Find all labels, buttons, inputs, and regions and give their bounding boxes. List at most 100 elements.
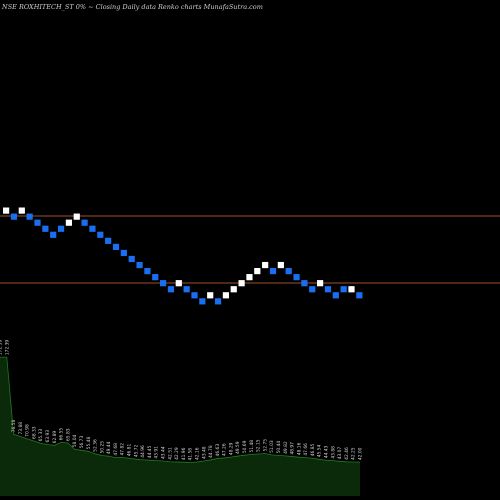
renko-brick-down bbox=[57, 225, 65, 232]
renko-brick-down bbox=[128, 255, 135, 263]
renko-brick-down bbox=[356, 292, 363, 299]
volume-value-label: 56.73 bbox=[79, 436, 85, 449]
renko-brick-down bbox=[309, 286, 316, 293]
volume-value-label: 49.44 bbox=[106, 441, 112, 454]
renko-brick-up bbox=[18, 207, 25, 214]
volume-value-label: 50.69 bbox=[242, 440, 248, 453]
renko-brick-down bbox=[340, 286, 347, 293]
renko-brick-down bbox=[26, 213, 33, 220]
volume-value-label: 172.39 bbox=[4, 340, 10, 356]
volume-value-label: 48.97 bbox=[290, 442, 296, 455]
renko-brick-up bbox=[348, 286, 355, 293]
renko-bricks bbox=[3, 207, 363, 305]
volume-value-label: 49.59 bbox=[235, 441, 241, 454]
volume-value-label: 65.83 bbox=[65, 428, 71, 441]
renko-brick-up bbox=[207, 292, 214, 299]
volume-value-label: 42.29 bbox=[174, 447, 180, 460]
renko-brick-down bbox=[10, 213, 18, 220]
volume-value-label: 42.46 bbox=[344, 447, 350, 460]
volume-value-label: 50.25 bbox=[99, 441, 105, 454]
volume-value-label: 47.26 bbox=[222, 443, 228, 456]
renko-brick-down bbox=[324, 286, 332, 293]
volume-value-label: 58.04 bbox=[72, 434, 78, 447]
volume-value-label: 44.45 bbox=[147, 445, 153, 458]
volume-value-label: 68.33 bbox=[31, 426, 37, 439]
renko-brick-up bbox=[238, 280, 245, 287]
volume-value-label: 47.66 bbox=[303, 443, 309, 456]
renko-brick-up bbox=[246, 274, 253, 281]
volume-value-label: 49.82 bbox=[283, 441, 289, 454]
volume-value-label: 45.72 bbox=[133, 444, 139, 457]
renko-brick-up bbox=[230, 286, 237, 293]
volume-value-label: 47.82 bbox=[120, 443, 126, 456]
volume-value-label: 46.85 bbox=[310, 443, 316, 456]
renko-brick-down bbox=[50, 231, 57, 238]
renko-brick-down bbox=[269, 268, 277, 275]
renko-brick-up bbox=[317, 280, 324, 287]
volume-value-label: 44.78 bbox=[208, 445, 214, 458]
volume-value-label: 63.93 bbox=[45, 430, 51, 443]
renko-brick-up bbox=[3, 207, 10, 214]
volume-value-label: 44.96 bbox=[140, 445, 146, 458]
volume-value-label: 44.43 bbox=[324, 445, 330, 458]
renko-brick-down bbox=[105, 237, 112, 244]
volume-value-label: 73.88 bbox=[18, 422, 24, 435]
volume-value-label: 172.39 bbox=[0, 340, 4, 356]
renko-brick-down bbox=[160, 280, 167, 287]
volume-value-label: 50.44 bbox=[276, 441, 282, 454]
chart-title: NSE ROXHITECH_ST 0% ~ Closing Daily data… bbox=[1, 3, 263, 11]
renko-brick-down bbox=[112, 243, 120, 250]
volume-value-label: 42.51 bbox=[167, 447, 173, 460]
volume-line bbox=[0, 356, 361, 463]
renko-brick-up bbox=[254, 268, 261, 275]
volume-panel: 172.39 172.39 76.58 73.88 70.98 68.33 65.33 63.… bbox=[0, 340, 364, 496]
renko-brick-down bbox=[136, 261, 143, 269]
volume-value-label: 42.25 bbox=[351, 447, 357, 460]
volume-value-label: 42.16 bbox=[194, 447, 200, 460]
renko-brick-up bbox=[175, 280, 182, 287]
volume-value-label: 55.48 bbox=[86, 437, 92, 450]
renko-brick-down bbox=[42, 225, 49, 232]
volume-value-label: 48.16 bbox=[296, 442, 302, 455]
renko-brick-down bbox=[97, 231, 104, 238]
renko-brick-down bbox=[301, 280, 308, 287]
renko-brick-down bbox=[285, 268, 292, 275]
renko-brick-down bbox=[89, 225, 96, 232]
volume-value-label: 43.88 bbox=[330, 446, 336, 459]
volume-value-label: 65.33 bbox=[38, 429, 44, 442]
renko-brick-up bbox=[262, 261, 269, 269]
renko-brick-down bbox=[293, 274, 300, 281]
volume-value-label: 43.91 bbox=[154, 446, 160, 459]
renko-brick-down bbox=[332, 292, 339, 299]
renko-brick-down bbox=[81, 219, 88, 226]
volume-value-label: 66.55 bbox=[59, 428, 65, 441]
renko-brick-down bbox=[120, 249, 127, 257]
volume-value-label: 41.96 bbox=[181, 447, 187, 460]
renko-brick-up bbox=[73, 213, 80, 220]
renko-brick-up bbox=[277, 261, 284, 269]
renko-brick-down bbox=[167, 286, 175, 293]
renko-brick-down bbox=[34, 219, 41, 226]
volume-value-label: 41.58 bbox=[188, 448, 194, 461]
renko-brick-down bbox=[214, 298, 222, 305]
volume-area bbox=[0, 357, 360, 496]
volume-value-label: 42.00 bbox=[358, 447, 364, 460]
volume-value-label: 52.75 bbox=[262, 439, 268, 452]
volume-value-label: 76.58 bbox=[11, 420, 17, 433]
volume-value-label: 62.89 bbox=[52, 431, 58, 444]
volume-value-label: 48.29 bbox=[228, 442, 234, 455]
volume-value-label: 51.03 bbox=[269, 440, 275, 453]
volume-value-label: 43.07 bbox=[337, 447, 343, 460]
volume-value-label: 43.48 bbox=[201, 446, 207, 459]
volume-value-label: 52.15 bbox=[256, 439, 262, 452]
renko-brick-down bbox=[199, 298, 206, 305]
volume-value-label: 51.48 bbox=[249, 440, 255, 453]
volume-value-label: 52.36 bbox=[93, 439, 99, 452]
renko-brick-down bbox=[152, 274, 159, 281]
renko-brick-up bbox=[65, 219, 72, 226]
renko-brick-down bbox=[191, 292, 198, 299]
volume-value-label: 70.98 bbox=[25, 424, 31, 437]
volume-value-label: 43.44 bbox=[161, 446, 167, 459]
